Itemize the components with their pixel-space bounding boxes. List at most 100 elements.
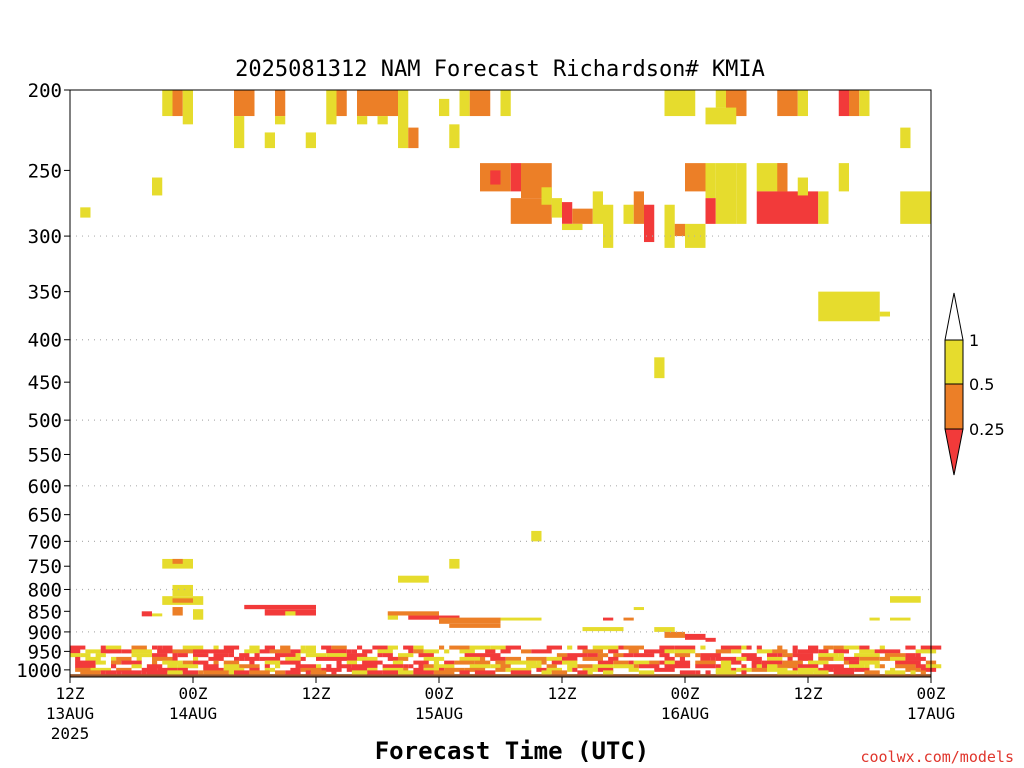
ri-cell xyxy=(628,660,634,665)
ri-cell xyxy=(326,649,347,654)
ri-cell xyxy=(172,607,183,616)
ri-cell xyxy=(398,660,404,665)
color-legend: 1 0.5 0.25 xyxy=(944,292,1005,476)
ri-cell xyxy=(597,660,614,665)
ri-cell xyxy=(536,660,542,665)
ri-cell xyxy=(403,664,409,669)
ri-cell xyxy=(305,670,311,675)
ri-cell xyxy=(659,645,675,650)
heatmap-cells xyxy=(70,90,942,677)
ri-cell xyxy=(674,660,691,665)
y-tick-label: 650 xyxy=(28,505,62,527)
ri-cell xyxy=(603,645,619,650)
ri-cell xyxy=(346,667,368,672)
ri-cell xyxy=(105,670,117,675)
ri-cell xyxy=(838,653,844,658)
ri-cell xyxy=(551,670,568,675)
ri-cell xyxy=(75,656,81,661)
legend-swatch-0-5-to-1 xyxy=(944,339,964,385)
ri-cell xyxy=(890,656,906,661)
ri-cell xyxy=(818,291,880,322)
ri-cell xyxy=(141,667,158,672)
ri-cell xyxy=(659,660,665,665)
ri-cell xyxy=(234,656,240,661)
ri-cell xyxy=(295,664,316,669)
ri-cell xyxy=(495,660,506,665)
ri-cell xyxy=(567,664,578,669)
ri-cell xyxy=(521,649,532,654)
ri-cell xyxy=(664,90,696,117)
ri-cell xyxy=(213,653,229,658)
ri-cell xyxy=(152,177,163,196)
legend-label: 0.5 xyxy=(969,375,994,394)
ri-cell xyxy=(720,645,742,650)
ri-cell xyxy=(239,664,260,669)
ri-cell xyxy=(182,645,204,650)
ri-cell xyxy=(234,116,245,149)
ri-cell xyxy=(259,649,270,654)
ri-cell xyxy=(562,660,578,665)
ri-cell xyxy=(480,656,486,661)
ri-cell xyxy=(305,653,327,658)
ri-cell xyxy=(70,645,86,650)
ri-cell xyxy=(679,670,696,675)
ri-cell xyxy=(198,670,204,675)
ri-cell xyxy=(715,656,737,661)
ri-cell xyxy=(705,670,711,675)
ri-cell xyxy=(818,653,839,658)
ri-cell xyxy=(900,127,911,149)
ri-cell xyxy=(351,670,368,675)
ri-cell xyxy=(275,664,281,669)
ri-cell xyxy=(213,649,234,654)
ri-cell xyxy=(321,645,332,650)
ri-cell xyxy=(403,667,409,672)
ri-cell xyxy=(254,667,260,672)
ri-cell xyxy=(864,664,870,669)
ri-cell xyxy=(777,90,798,117)
x-tick-label: 12Z xyxy=(548,684,577,703)
ri-cell xyxy=(351,649,357,654)
ri-cell xyxy=(480,653,501,658)
ri-cell xyxy=(162,645,173,650)
ri-cell xyxy=(843,645,860,650)
ri-cell xyxy=(146,664,163,669)
ri-cell xyxy=(767,667,788,672)
ri-cell xyxy=(418,653,434,658)
ri-cell xyxy=(111,656,117,661)
ri-cell xyxy=(623,645,644,650)
ri-cell xyxy=(505,645,521,650)
ri-cell xyxy=(382,664,404,669)
ri-cell xyxy=(100,649,122,654)
ri-cell xyxy=(182,90,193,125)
ri-cell xyxy=(285,611,296,616)
ri-cell xyxy=(193,660,209,665)
ri-cell xyxy=(541,187,552,205)
ri-cell xyxy=(285,670,301,675)
ri-cell xyxy=(85,656,101,661)
ri-cell xyxy=(152,660,158,665)
ri-cell xyxy=(761,664,767,669)
ri-cell xyxy=(310,670,327,675)
y-tick-label: 750 xyxy=(28,556,62,578)
ri-cell xyxy=(649,660,660,665)
ri-cell xyxy=(879,656,890,661)
ri-cell xyxy=(464,653,480,658)
ri-cell xyxy=(403,645,414,650)
legend-swatch-below-0-25 xyxy=(944,428,964,476)
ri-cell xyxy=(562,656,578,661)
ri-cell xyxy=(121,670,142,675)
ri-cell xyxy=(695,653,701,658)
ri-cell xyxy=(449,645,470,650)
ri-cell xyxy=(326,90,337,125)
ri-cell xyxy=(741,664,747,669)
ri-cell xyxy=(423,667,439,672)
ri-cell xyxy=(223,664,240,669)
ri-cell xyxy=(362,660,383,665)
ri-cell xyxy=(715,664,721,669)
ri-cell xyxy=(695,664,716,669)
ri-cell xyxy=(234,90,255,117)
ri-cell xyxy=(644,649,665,654)
ri-cell xyxy=(526,664,542,669)
ri-cell xyxy=(695,660,716,665)
ri-cell xyxy=(633,191,644,224)
